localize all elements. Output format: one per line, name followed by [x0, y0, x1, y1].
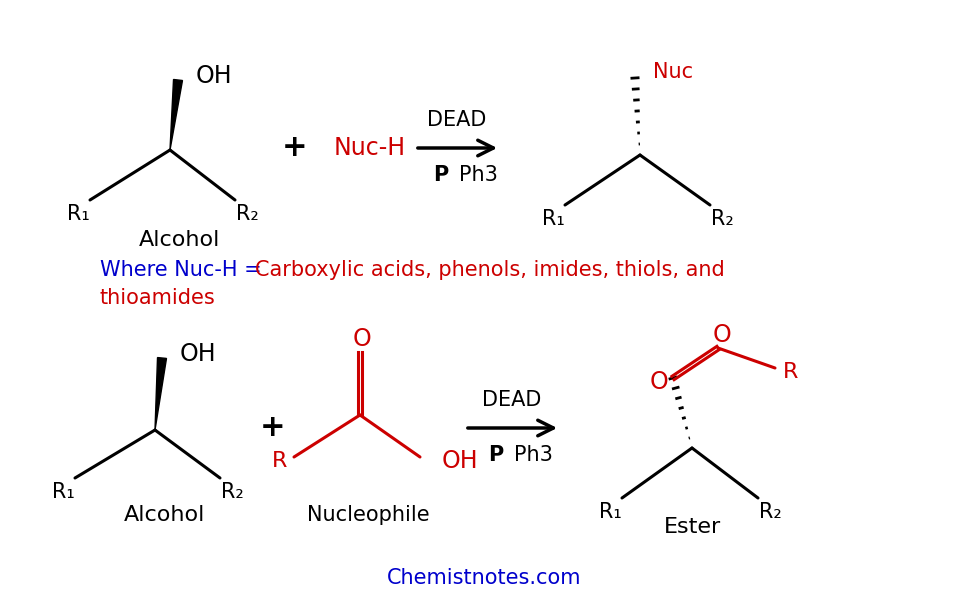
Text: R₂: R₂	[221, 482, 243, 502]
Text: Alcohol: Alcohol	[124, 505, 205, 525]
Text: R: R	[272, 451, 287, 471]
Text: Ester: Ester	[663, 517, 720, 537]
Text: R: R	[783, 362, 799, 382]
Text: DEAD: DEAD	[482, 390, 542, 410]
Text: Carboxylic acids, phenols, imides, thiols, and: Carboxylic acids, phenols, imides, thiol…	[255, 260, 725, 280]
Text: OH: OH	[442, 449, 478, 473]
Text: +: +	[283, 134, 308, 162]
Text: R₂: R₂	[711, 209, 734, 229]
Text: Nucleophile: Nucleophile	[307, 505, 430, 525]
Text: Where Nuc-H =: Where Nuc-H =	[100, 260, 268, 280]
Text: R₁: R₁	[542, 209, 564, 229]
Text: O: O	[650, 370, 668, 394]
Text: R₁: R₁	[598, 502, 621, 522]
Text: Nuc: Nuc	[653, 62, 693, 82]
Text: OH: OH	[180, 342, 217, 366]
Polygon shape	[170, 80, 183, 150]
Text: R₂: R₂	[235, 204, 258, 224]
Text: OH: OH	[196, 64, 232, 88]
Text: DEAD: DEAD	[427, 110, 487, 130]
Text: Ph3: Ph3	[459, 165, 498, 185]
Text: O: O	[712, 323, 732, 347]
Polygon shape	[155, 358, 166, 430]
Text: thioamides: thioamides	[100, 288, 216, 308]
Text: +: +	[260, 413, 286, 443]
Text: Nuc-H: Nuc-H	[334, 136, 406, 160]
Text: Ph3: Ph3	[514, 445, 553, 465]
Text: Chemistnotes.com: Chemistnotes.com	[387, 568, 581, 588]
Text: Alcohol: Alcohol	[139, 230, 221, 250]
Text: R₁: R₁	[67, 204, 89, 224]
Text: P: P	[434, 165, 448, 185]
Text: P: P	[489, 445, 503, 465]
Text: R₂: R₂	[759, 502, 781, 522]
Text: O: O	[352, 327, 372, 351]
Text: R₁: R₁	[51, 482, 75, 502]
